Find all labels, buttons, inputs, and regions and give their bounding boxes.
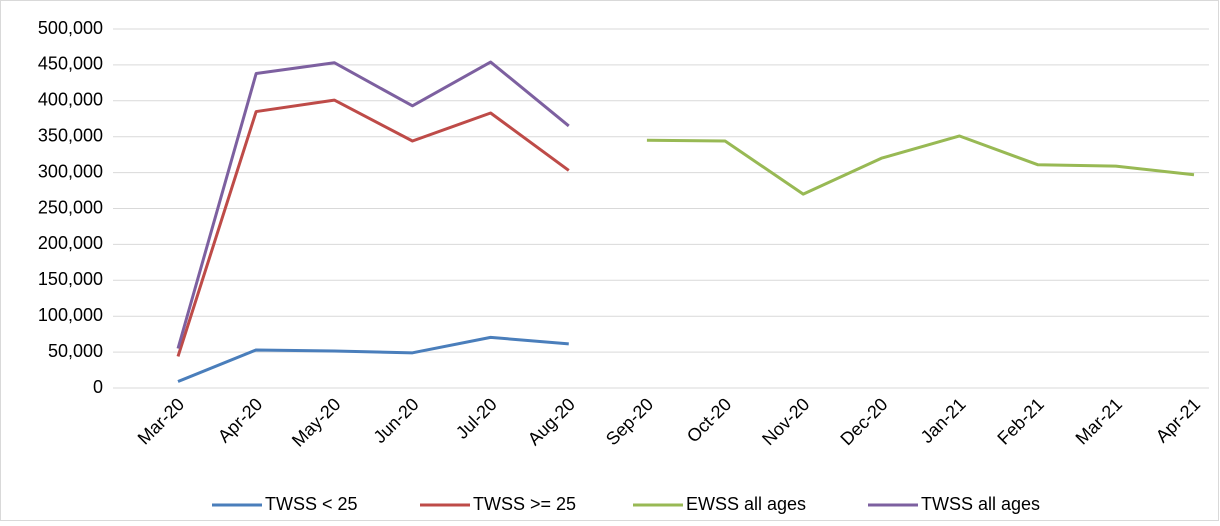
y-tick-label: 450,000 bbox=[38, 54, 103, 74]
series-line bbox=[646, 134, 1195, 196]
y-tick-label: 350,000 bbox=[38, 125, 103, 145]
y-tick-label: 400,000 bbox=[38, 90, 103, 110]
y-tick-label: 500,000 bbox=[38, 18, 103, 38]
legend-label: TWSS all ages bbox=[921, 494, 1040, 514]
y-tick-label: 50,000 bbox=[48, 341, 103, 361]
y-tick-label: 100,000 bbox=[38, 305, 103, 325]
legend-label: TWSS < 25 bbox=[265, 494, 358, 514]
series-line bbox=[176, 98, 570, 357]
y-tick-label: 300,000 bbox=[38, 161, 103, 181]
series-line bbox=[177, 335, 569, 383]
y-tick-label: 150,000 bbox=[38, 269, 103, 289]
series-line bbox=[176, 60, 570, 349]
y-tick-label: 200,000 bbox=[38, 233, 103, 253]
legend-label: EWSS all ages bbox=[686, 494, 806, 514]
y-tick-label: 250,000 bbox=[38, 197, 103, 217]
legend-label: TWSS >= 25 bbox=[473, 494, 576, 514]
y-tick-label: 0 bbox=[93, 377, 103, 397]
